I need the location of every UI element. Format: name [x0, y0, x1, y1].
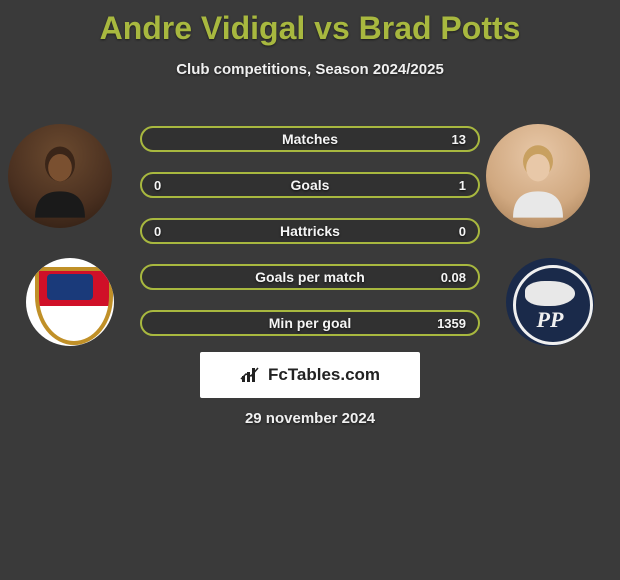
- stats-table: Matches 13 0 Goals 1 0 Hattricks 0 Goals…: [140, 126, 480, 356]
- stat-right-value: 1: [436, 178, 466, 193]
- stat-row: 0 Goals 1: [140, 172, 480, 198]
- club-right-crest: [506, 258, 594, 346]
- brand-badge: FcTables.com: [200, 352, 420, 398]
- stat-right-value: 13: [436, 132, 466, 147]
- stat-label: Goals per match: [142, 269, 478, 285]
- stat-row: Matches 13: [140, 126, 480, 152]
- stat-label: Hattricks: [142, 223, 478, 239]
- player-right-avatar: [486, 124, 590, 228]
- comparison-card: Andre Vidigal vs Brad Potts Club competi…: [0, 0, 620, 580]
- brand-text: FcTables.com: [268, 365, 380, 385]
- player-left-avatar: [8, 124, 112, 228]
- person-icon: [507, 136, 569, 224]
- bar-chart-icon: [240, 366, 262, 384]
- stat-right-value: 0: [436, 224, 466, 239]
- stat-row: 0 Hattricks 0: [140, 218, 480, 244]
- person-icon: [29, 136, 91, 224]
- club-left-crest: [26, 258, 114, 346]
- stat-row: Goals per match 0.08: [140, 264, 480, 290]
- subtitle: Club competitions, Season 2024/2025: [0, 61, 620, 78]
- stat-row: Min per goal 1359: [140, 310, 480, 336]
- page-title: Andre Vidigal vs Brad Potts: [0, 0, 620, 47]
- stat-label: Goals: [142, 177, 478, 193]
- stat-label: Matches: [142, 131, 478, 147]
- date-text: 29 november 2024: [0, 410, 620, 427]
- stat-label: Min per goal: [142, 315, 478, 331]
- stat-right-value: 0.08: [436, 270, 466, 285]
- stat-right-value: 1359: [436, 316, 466, 331]
